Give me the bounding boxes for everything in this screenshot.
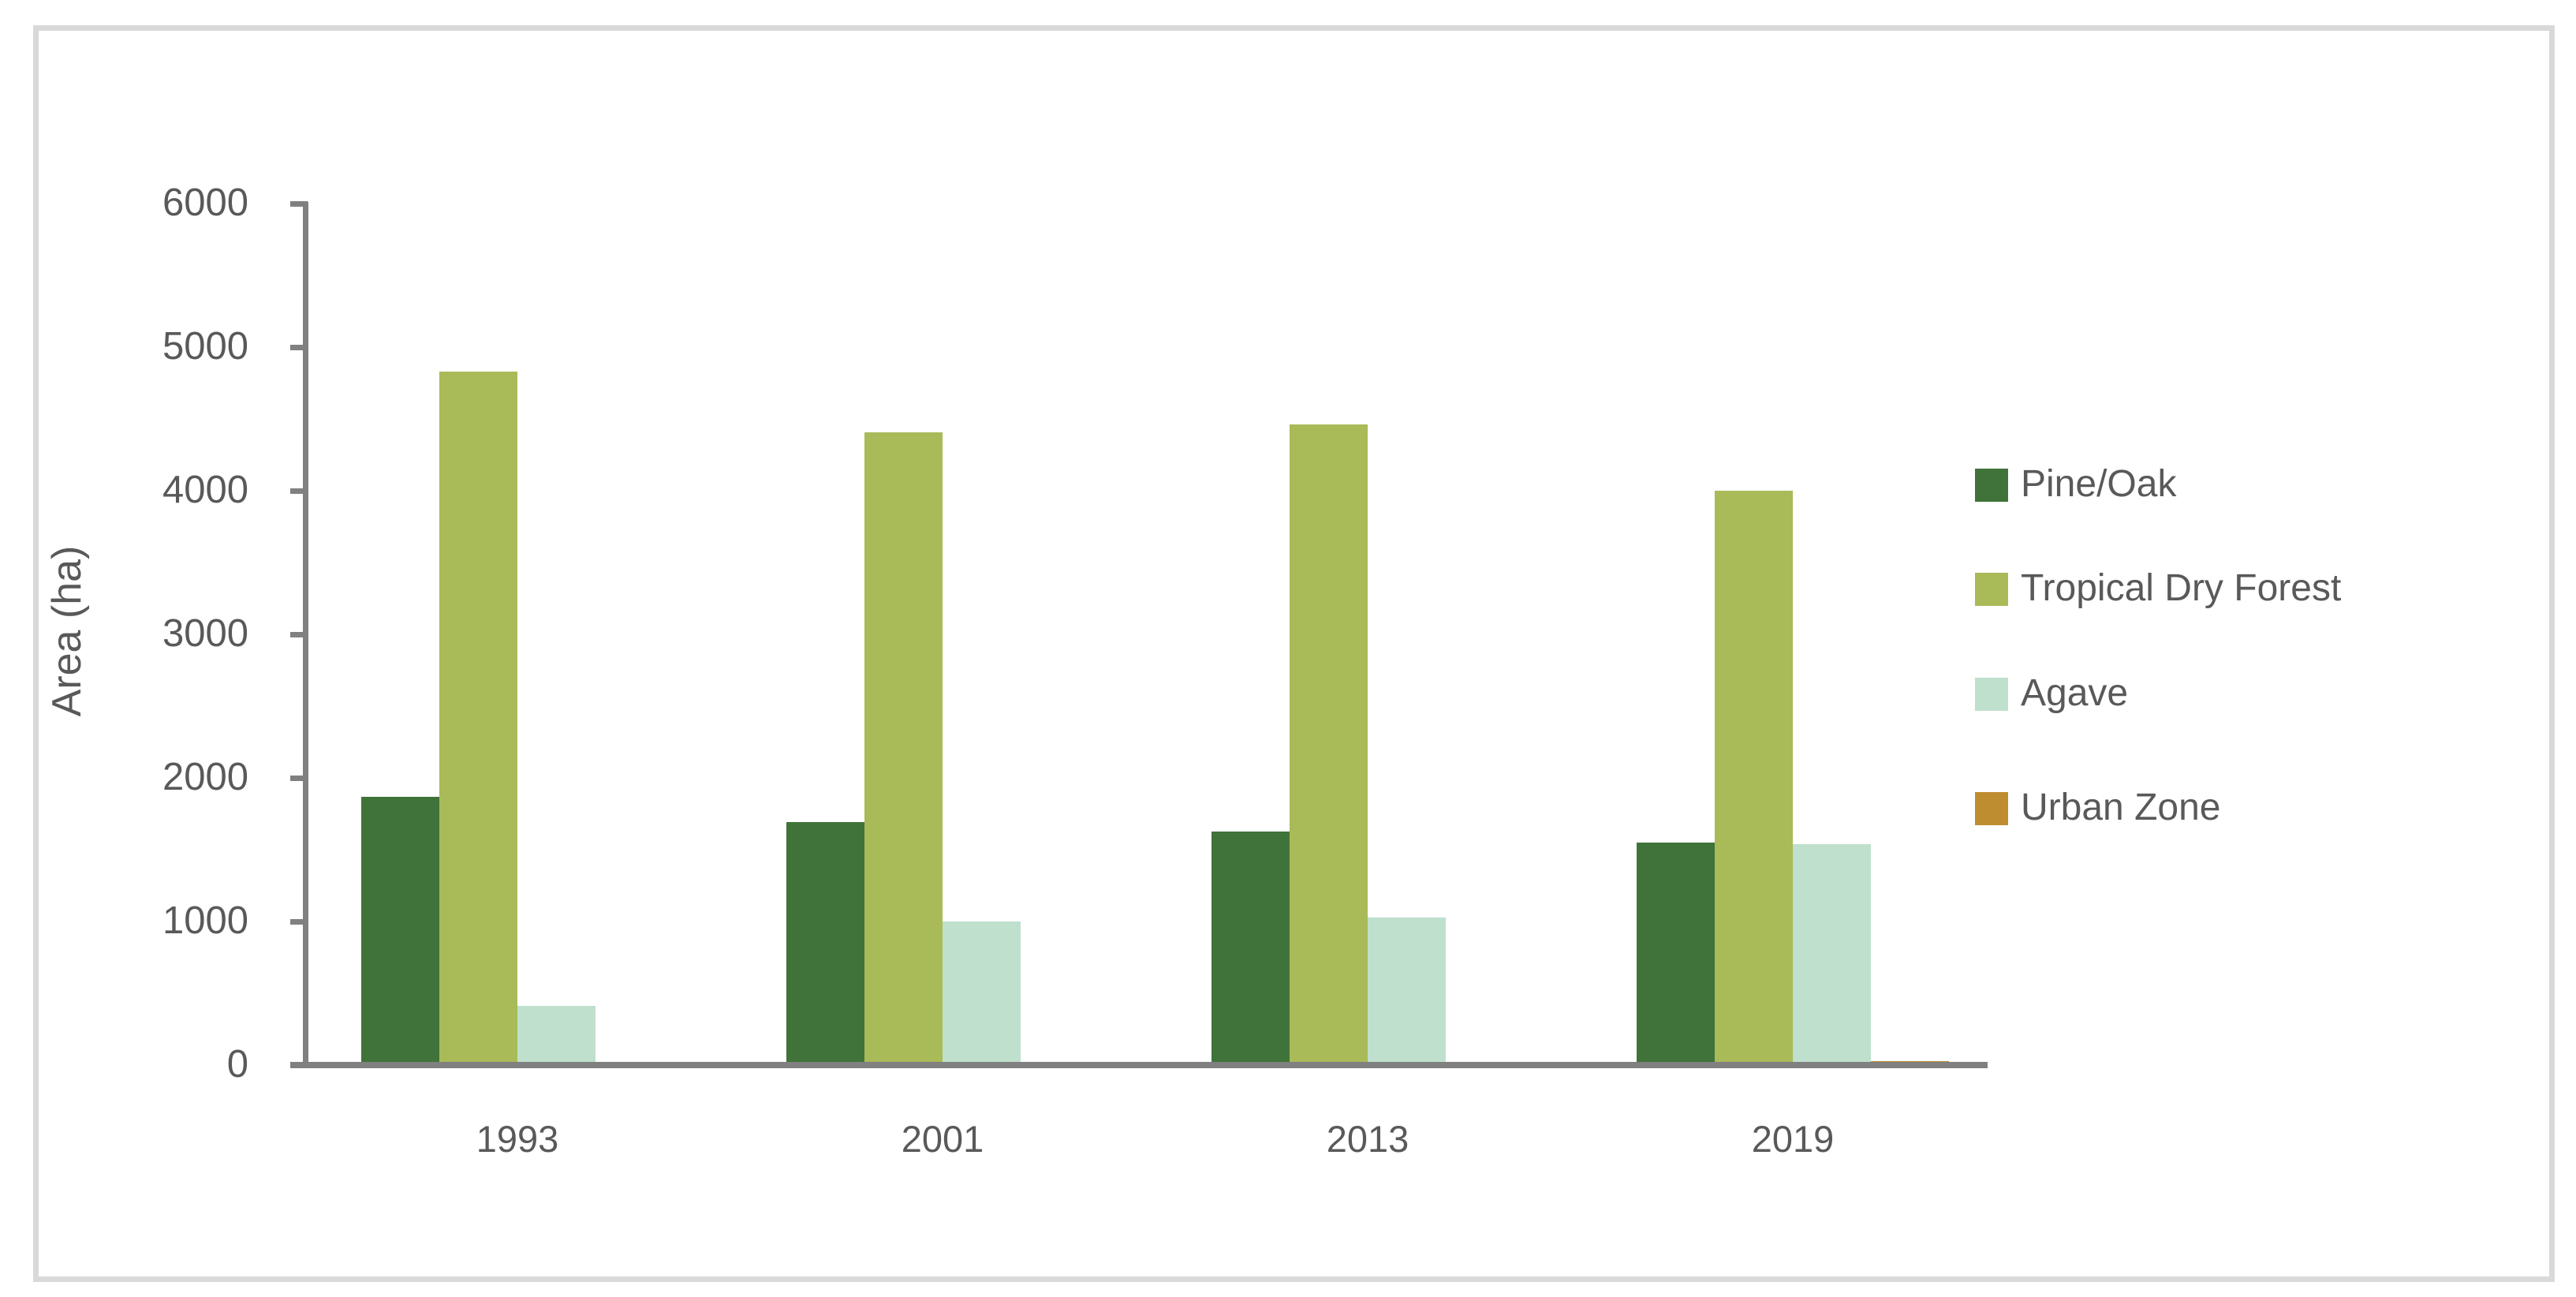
bar-agave-2001 bbox=[943, 921, 1021, 1065]
bar-agave-1993 bbox=[517, 1006, 595, 1065]
x-label-2001: 2001 bbox=[901, 1118, 984, 1160]
bar-pine-oak-1993 bbox=[361, 797, 439, 1065]
legend-label-urban-zone: Urban Zone bbox=[2021, 787, 2221, 828]
legend-swatch-tropical-dry-forest bbox=[1975, 573, 2008, 606]
legend-label-agave: Agave bbox=[2021, 672, 2129, 714]
bar-pine-oak-2013 bbox=[1211, 832, 1290, 1065]
figure-border bbox=[33, 25, 2555, 1282]
y-tick-label-5000: 5000 bbox=[162, 325, 248, 368]
y-tick-2000 bbox=[290, 775, 308, 781]
legend-swatch-pine-oak bbox=[1975, 469, 2008, 502]
y-tick-label-2000: 2000 bbox=[162, 756, 248, 798]
legend-label-pine-oak: Pine/Oak bbox=[2021, 463, 2177, 505]
bar-agave-2019 bbox=[1793, 844, 1871, 1065]
legend-swatch-urban-zone bbox=[1975, 792, 2008, 825]
bar-tropical-dry-forest-2001 bbox=[864, 432, 943, 1065]
bar-pine-oak-2019 bbox=[1637, 843, 1715, 1065]
y-tick-5000 bbox=[290, 344, 308, 350]
bar-agave-2013 bbox=[1368, 918, 1446, 1065]
y-tick-label-0: 0 bbox=[226, 1043, 248, 1086]
x-label-2019: 2019 bbox=[1751, 1118, 1835, 1160]
bar-tropical-dry-forest-1993 bbox=[439, 372, 517, 1065]
y-tick-label-3000: 3000 bbox=[162, 612, 248, 655]
y-tick-4000 bbox=[290, 488, 308, 494]
y-tick-label-1000: 1000 bbox=[162, 899, 248, 942]
x-axis-line bbox=[290, 1062, 1988, 1068]
legend-swatch-agave bbox=[1975, 678, 2008, 711]
y-tick-1000 bbox=[290, 918, 308, 925]
bar-pine-oak-2001 bbox=[786, 822, 864, 1065]
legend-label-tropical-dry-forest: Tropical Dry Forest bbox=[2021, 567, 2342, 609]
bar-tropical-dry-forest-2013 bbox=[1290, 424, 1368, 1065]
x-label-1993: 1993 bbox=[476, 1118, 559, 1160]
x-label-2013: 2013 bbox=[1326, 1118, 1409, 1160]
y-tick-6000 bbox=[290, 200, 308, 207]
y-axis-line bbox=[303, 202, 308, 1067]
bar-tropical-dry-forest-2019 bbox=[1715, 491, 1793, 1065]
y-tick-label-6000: 6000 bbox=[162, 181, 248, 224]
y-tick-3000 bbox=[290, 631, 308, 637]
y-tick-label-4000: 4000 bbox=[162, 469, 248, 511]
